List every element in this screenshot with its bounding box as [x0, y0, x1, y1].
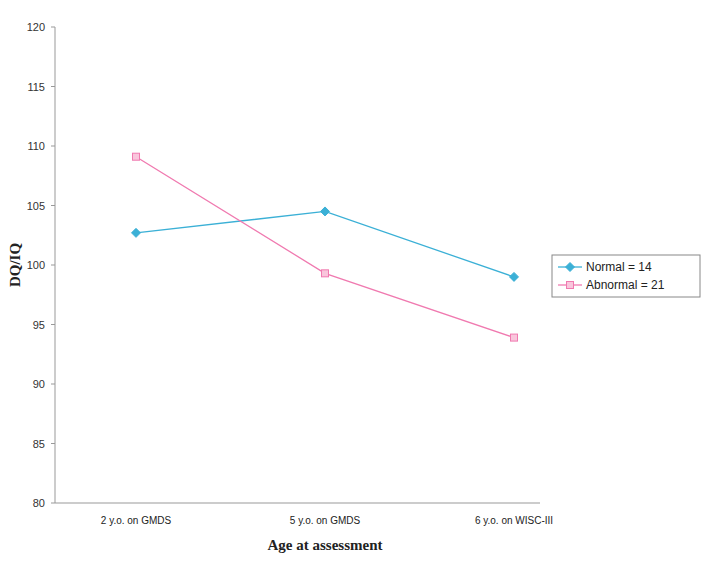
series-line — [136, 211, 514, 276]
marker — [510, 272, 519, 281]
y-tick — [51, 205, 55, 206]
legend-label: Normal = 14 — [586, 260, 652, 274]
legend-box — [552, 255, 700, 297]
y-tick — [51, 86, 55, 87]
marker — [511, 334, 518, 341]
legend-label: Abnormal = 21 — [586, 278, 665, 292]
y-tick-label: 95 — [33, 319, 45, 331]
y-tick-label: 105 — [27, 200, 45, 212]
y-axis-label: DQ/IQ — [7, 243, 23, 288]
legend: Normal = 14 Abnormal = 21 — [552, 255, 700, 297]
marker — [132, 228, 141, 237]
y-tick-label: 85 — [33, 438, 45, 450]
y-tick — [51, 503, 55, 504]
y-tick-label: 90 — [33, 378, 45, 390]
y-tick — [51, 384, 55, 385]
y-tick — [51, 265, 55, 266]
y-tick-label: 80 — [33, 497, 45, 509]
y-tick-label: 100 — [27, 259, 45, 271]
plot — [132, 153, 519, 341]
legend-marker — [567, 282, 574, 289]
legend-marker — [566, 263, 575, 272]
y-tick — [51, 27, 55, 28]
y-tick-label: 120 — [27, 21, 45, 33]
x-axis-label: Age at assessment — [268, 537, 383, 553]
y-tick — [51, 443, 55, 444]
x-tick-label: 5 y.o. on GMDS — [290, 515, 361, 526]
marker — [321, 207, 330, 216]
series-line — [136, 157, 514, 338]
marker — [322, 270, 329, 277]
x-tick-label: 6 y.o. on WISC-III — [475, 515, 553, 526]
y-tick-label: 115 — [27, 81, 45, 93]
marker — [133, 153, 140, 160]
y-tick — [51, 146, 55, 147]
y-tick — [51, 324, 55, 325]
x-axis — [55, 503, 540, 504]
x-tick-label: 2 y.o. on GMDS — [101, 515, 172, 526]
y-tick-label: 110 — [27, 140, 45, 152]
chart: 80 85 90 95 100 105 110 115 120 2 y.o. on GMDS 5 y… — [0, 0, 707, 563]
